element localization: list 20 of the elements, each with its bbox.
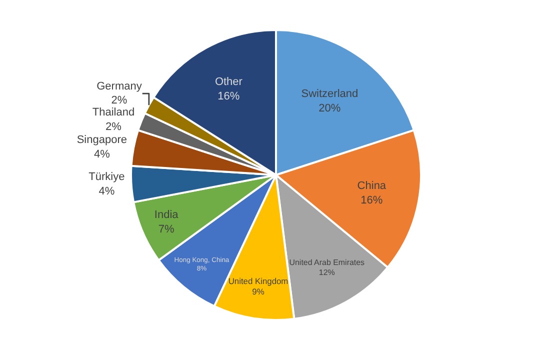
- slice-label: Singapore: [76, 134, 127, 146]
- data-label: 2%: [111, 94, 128, 107]
- slice-label: United Kingdom: [228, 276, 288, 286]
- slice-label: Türkiye: [88, 171, 125, 184]
- slice-label: India: [154, 209, 180, 222]
- slice-label: China: [357, 180, 387, 192]
- data-label: 2%: [106, 120, 122, 133]
- data-label: 16%: [218, 90, 240, 102]
- slice-label: Thailand: [92, 106, 135, 119]
- data-label: 9%: [252, 286, 265, 297]
- data-label: 4%: [94, 148, 110, 161]
- slice-label: United Arab Emirates: [289, 258, 365, 267]
- data-label: 16%: [360, 194, 383, 206]
- data-label: 20%: [318, 102, 341, 114]
- slice-label: Other: [214, 76, 243, 88]
- slice-label: Switzerland: [301, 88, 358, 100]
- slice-label: Germany: [96, 80, 142, 92]
- data-label: 4%: [98, 185, 115, 198]
- data-label: 12%: [318, 268, 335, 278]
- data-label: 7%: [158, 223, 174, 236]
